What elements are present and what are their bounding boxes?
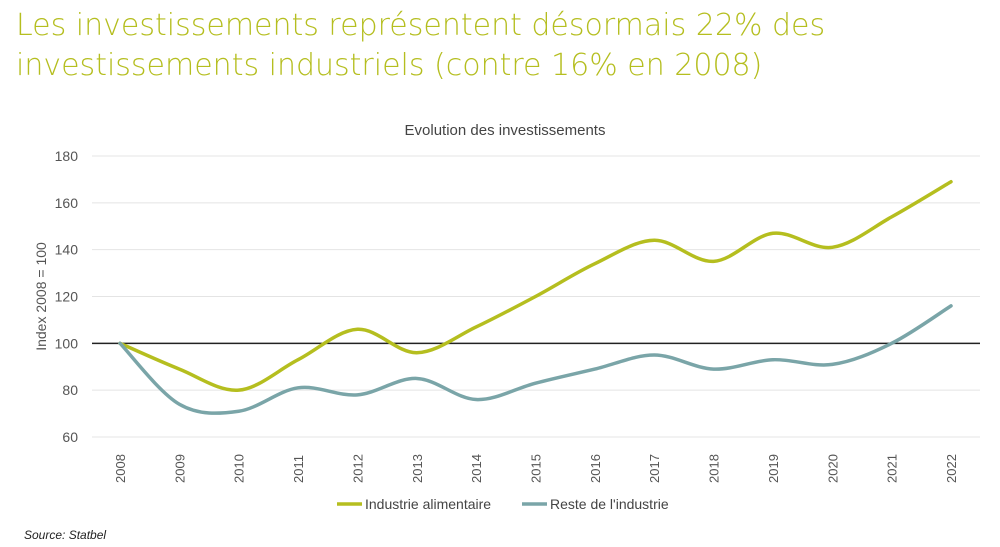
chart-title: Evolution des investissements (405, 122, 606, 139)
y-tick-label: 160 (55, 195, 79, 211)
x-tick-label: 2011 (291, 455, 306, 483)
x-tick-label: 2008 (113, 454, 128, 483)
x-tick-label: 2018 (707, 454, 722, 483)
x-tick-label: 2017 (647, 454, 662, 483)
x-tick-label: 2009 (172, 454, 187, 483)
y-tick-label: 80 (62, 382, 78, 398)
x-tick-label: 2019 (766, 454, 781, 483)
legend-label: Industrie alimentaire (365, 496, 491, 512)
x-tick-label: 2012 (350, 454, 365, 483)
x-tick-label: 2020 (825, 454, 840, 483)
series-line-reste-de-l-industrie (118, 304, 953, 415)
x-tick-label: 2013 (410, 454, 425, 483)
legend-label: Reste de l'industrie (550, 496, 669, 512)
x-tick-label: 2022 (944, 454, 959, 483)
x-tick-label: 2015 (529, 454, 544, 483)
y-tick-label: 140 (55, 242, 79, 258)
y-tick-label: 100 (55, 335, 79, 351)
x-tick-label: 2016 (588, 454, 603, 483)
y-tick-label: 60 (62, 429, 78, 445)
x-tick-label: 2021 (885, 454, 900, 483)
y-axis-label: Index 2008 = 100 (33, 242, 49, 351)
y-tick-label: 180 (55, 148, 79, 164)
page-title: Les investissements représentent désorma… (16, 8, 826, 83)
source-note: Source: Statbel (24, 528, 107, 542)
x-tick-label: 2010 (232, 454, 247, 483)
series-line-industrie-alimentaire (118, 180, 953, 392)
y-tick-label: 120 (55, 289, 79, 305)
x-tick-label: 2014 (469, 454, 484, 483)
